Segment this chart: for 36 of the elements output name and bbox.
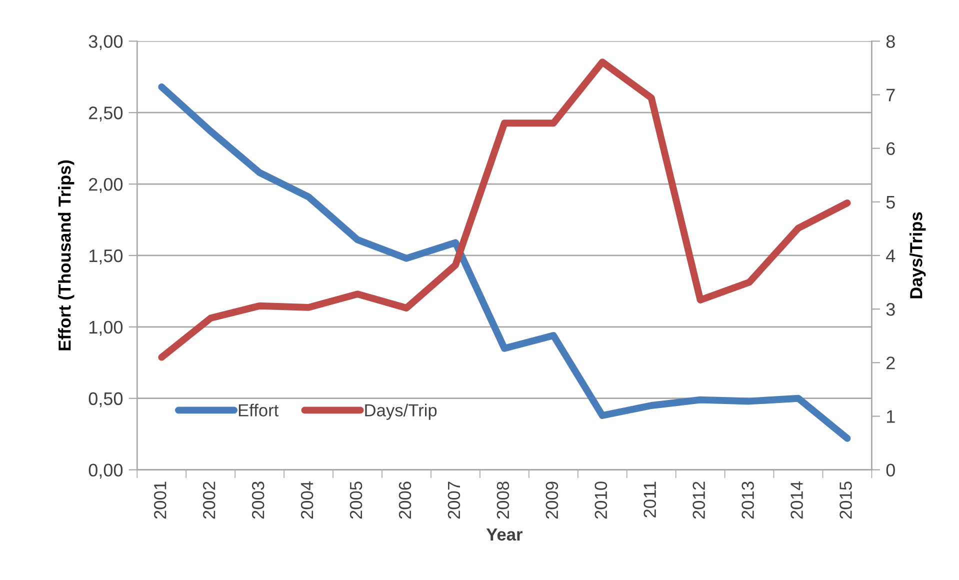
- y-tick-label: 0,50: [88, 392, 123, 408]
- y-tick-label: 2,00: [89, 178, 123, 193]
- x-tick-label: 2003: [252, 482, 264, 519]
- x-tick-label: 2015: [840, 482, 852, 519]
- x-axis-title: Year: [486, 528, 523, 541]
- x-tick-label: 2005: [350, 482, 362, 519]
- legend-label: Days/Trip: [365, 404, 437, 420]
- x-tick-label: 2004: [300, 481, 314, 519]
- x-tick-label: 2002: [202, 482, 216, 519]
- x-tick-label: 2010: [594, 482, 608, 519]
- x-tick-label: 2008: [496, 482, 510, 519]
- y2-tick-label: 5: [886, 196, 895, 209]
- y-tick-label: 1,50: [89, 249, 123, 264]
- x-tick-label: 2011: [644, 482, 656, 518]
- y2-tick-label: 3: [886, 303, 895, 316]
- x-tick-label: 2014: [790, 481, 803, 519]
- y-axis-title: Effort (Thousand Trips): [58, 160, 74, 350]
- x-tick-label: 2001: [154, 482, 166, 519]
- y2-tick-label: 8: [886, 35, 895, 48]
- y-tick-label: 1,00: [89, 320, 123, 336]
- y2-tick-label: 2: [886, 356, 895, 370]
- x-tick-label: 2013: [742, 482, 754, 519]
- x-tick-label: 2009: [546, 482, 558, 519]
- y2-tick-label: 4: [886, 250, 896, 262]
- x-tick-label: 2006: [398, 482, 412, 519]
- y-tick-label: 3,00: [88, 35, 123, 50]
- x-tick-label: 2012: [692, 482, 705, 519]
- legend-label: Effort: [238, 404, 279, 416]
- y-tick-label: 0,00: [88, 464, 123, 479]
- y-tick-label: 2,50: [89, 106, 123, 122]
- y2-axis-title: Days/Trips: [910, 212, 926, 298]
- y2-tick-label: 0: [886, 464, 895, 477]
- x-tick-label: 2007: [448, 482, 460, 519]
- y2-tick-label: 7: [886, 88, 895, 102]
- y2-tick-label: 6: [886, 142, 895, 156]
- y2-tick-label: 1: [886, 410, 895, 423]
